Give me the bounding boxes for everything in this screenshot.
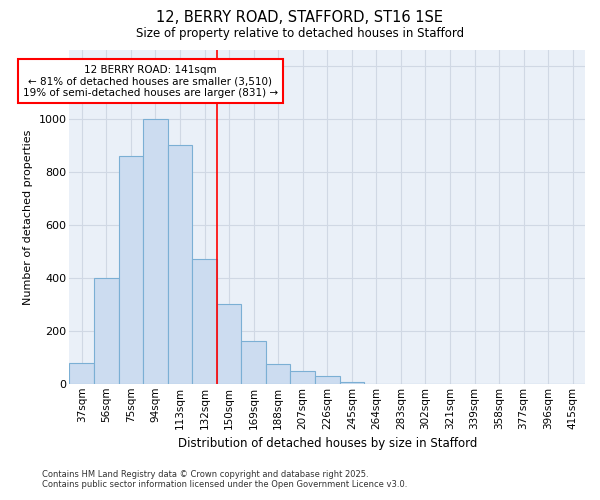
Bar xyxy=(217,304,241,384)
Bar xyxy=(241,342,266,384)
Bar xyxy=(315,376,340,384)
X-axis label: Distribution of detached houses by size in Stafford: Distribution of detached houses by size … xyxy=(178,437,477,450)
Y-axis label: Number of detached properties: Number of detached properties xyxy=(23,129,33,304)
Text: Contains HM Land Registry data © Crown copyright and database right 2025.
Contai: Contains HM Land Registry data © Crown c… xyxy=(42,470,407,489)
Bar xyxy=(119,156,143,384)
Text: Size of property relative to detached houses in Stafford: Size of property relative to detached ho… xyxy=(136,28,464,40)
Bar xyxy=(192,260,217,384)
Text: 12, BERRY ROAD, STAFFORD, ST16 1SE: 12, BERRY ROAD, STAFFORD, ST16 1SE xyxy=(157,10,443,25)
Bar xyxy=(70,362,94,384)
Text: 12 BERRY ROAD: 141sqm
← 81% of detached houses are smaller (3,510)
19% of semi-d: 12 BERRY ROAD: 141sqm ← 81% of detached … xyxy=(23,64,278,98)
Bar xyxy=(143,119,167,384)
Bar xyxy=(340,382,364,384)
Bar xyxy=(266,364,290,384)
Bar xyxy=(290,370,315,384)
Bar xyxy=(94,278,119,384)
Bar xyxy=(167,146,192,384)
